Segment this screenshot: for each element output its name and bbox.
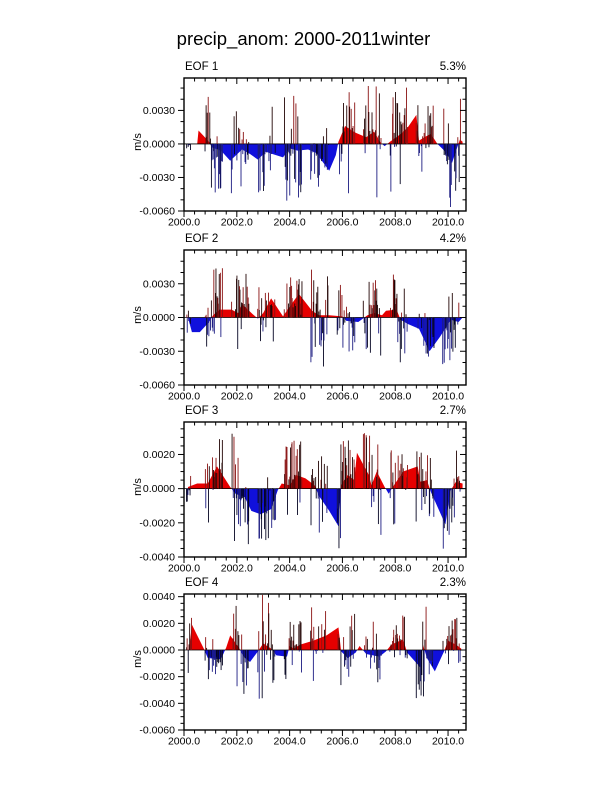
y-tick-label: 0.0030 — [143, 105, 175, 117]
x-tick-label: 2008.0 — [379, 217, 411, 229]
x-tick-label: 2002.0 — [221, 563, 253, 575]
y-tick-label: -0.0030 — [139, 346, 175, 358]
eof2-variance: 4.2% — [439, 233, 466, 245]
x-tick-label: 2002.0 — [221, 217, 253, 229]
x-tick-label: 2010.0 — [432, 563, 464, 575]
positive-anomaly-fill — [197, 114, 463, 144]
tick-labels: 0.00400.00200.0000-0.0020-0.0040-0.00602… — [139, 591, 464, 747]
x-tick-label: 2002.0 — [221, 736, 253, 748]
y-tick-label: -0.0040 — [139, 698, 175, 710]
x-tick-label: 2000.0 — [168, 217, 200, 229]
x-tick-label: 2000.0 — [168, 563, 200, 575]
eof1-label: EOF 1 — [185, 61, 219, 73]
x-tick-label: 2006.0 — [326, 217, 358, 229]
y-tick-label: 0.0000 — [143, 138, 175, 150]
x-tick-label: 2010.0 — [432, 391, 464, 403]
y-tick-label: 0.0030 — [143, 278, 175, 290]
y-tick-label: 0.0040 — [143, 591, 175, 603]
x-tick-label: 2008.0 — [379, 563, 411, 575]
plot-frame — [183, 421, 467, 558]
x-tick-label: 2004.0 — [274, 391, 306, 403]
eof3-label: EOF 3 — [185, 405, 219, 417]
y-tick-label: 0.0020 — [143, 449, 175, 461]
y-tick-label: 0.0020 — [143, 618, 175, 630]
y-tick-label: -0.0060 — [139, 206, 175, 218]
daily-spikes — [186, 268, 460, 367]
y-tick-label: -0.0030 — [139, 172, 175, 184]
eof2-label: EOF 2 — [185, 233, 219, 245]
eof1-variance: 5.3% — [439, 61, 466, 73]
x-tick-label: 2004.0 — [274, 736, 306, 748]
negative-anomaly-fill — [210, 143, 459, 171]
y-tick-label: -0.0020 — [139, 517, 175, 529]
y-tick-label: 0.0000 — [143, 483, 175, 495]
y-tick-label: -0.0060 — [139, 380, 175, 392]
x-tick-label: 2010.0 — [432, 736, 464, 748]
eof4-label: EOF 4 — [185, 577, 219, 589]
y-tick-label: 0.0000 — [143, 312, 175, 324]
x-tick-label: 2006.0 — [326, 736, 358, 748]
x-tick-label: 2006.0 — [326, 391, 358, 403]
x-tick-label: 2000.0 — [168, 736, 200, 748]
x-tick-label: 2004.0 — [274, 563, 306, 575]
x-tick-label: 2004.0 — [274, 217, 306, 229]
negative-anomaly-fill — [187, 488, 463, 527]
negative-anomaly-fill — [187, 317, 463, 352]
x-tick-label: 2008.0 — [379, 736, 411, 748]
x-tick-label: 2008.0 — [379, 391, 411, 403]
x-tick-label: 2010.0 — [432, 217, 464, 229]
x-tick-label: 2002.0 — [221, 391, 253, 403]
y-tick-label: 0.0000 — [143, 645, 175, 657]
y-tick-label: -0.0060 — [139, 725, 175, 737]
x-tick-label: 2000.0 — [168, 391, 200, 403]
plot-frame — [183, 249, 467, 386]
daily-spikes — [186, 594, 461, 699]
eof3-variance: 2.7% — [439, 405, 466, 417]
plot-frame — [183, 593, 467, 731]
daily-spikes — [186, 433, 461, 549]
daily-spikes — [186, 85, 461, 207]
eof4-variance: 2.3% — [439, 577, 466, 589]
y-tick-label: -0.0020 — [139, 671, 175, 683]
plot-title: precip_anom: 2000-2011winter — [176, 28, 431, 49]
eof4-panel: 0.00400.00200.0000-0.0020-0.0040-0.00602… — [139, 591, 467, 748]
y-tick-label: -0.0040 — [139, 552, 175, 564]
x-tick-label: 2006.0 — [326, 563, 358, 575]
plot-frame — [183, 77, 467, 212]
